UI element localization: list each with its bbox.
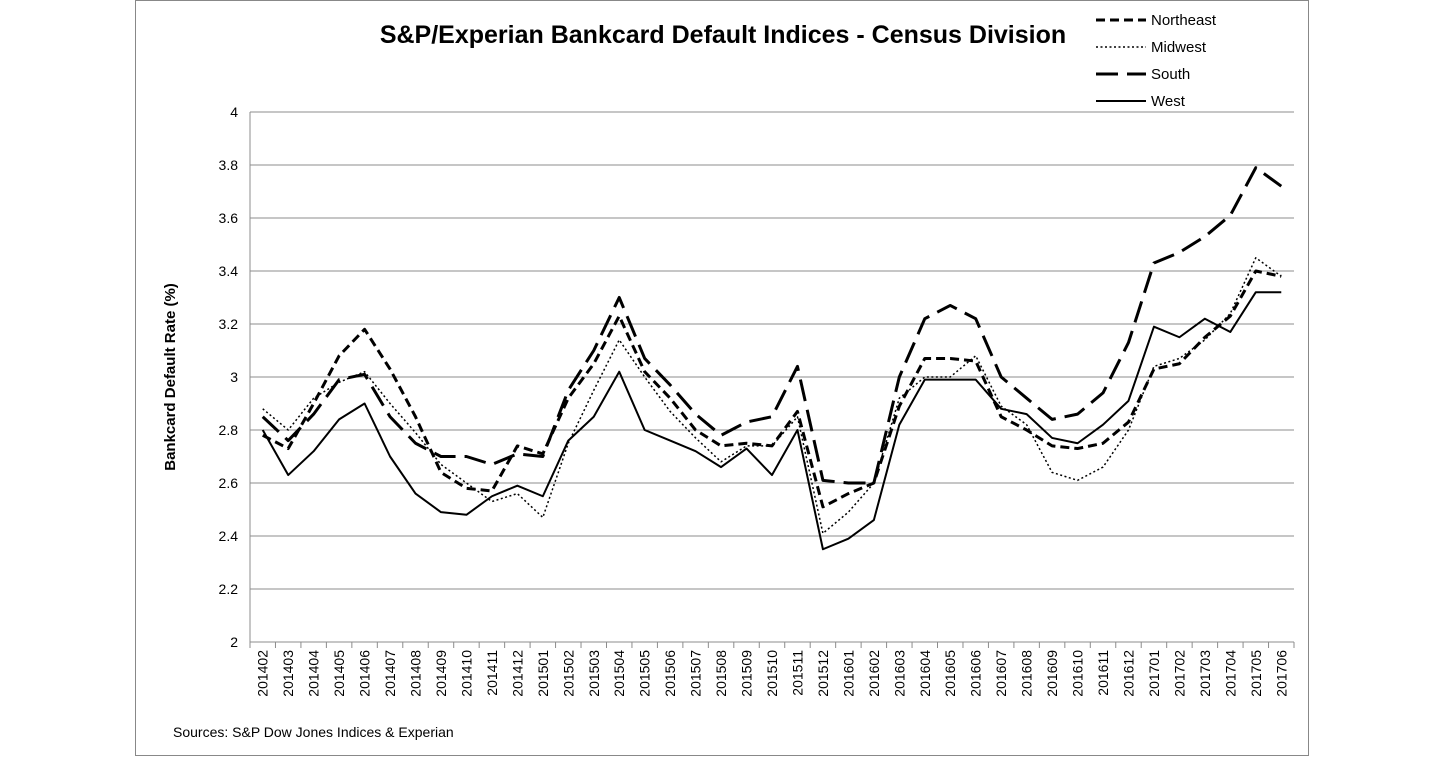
x-tick-label: 201408: [408, 650, 424, 697]
x-tick-label: 201411: [484, 650, 500, 696]
x-tick-label: 201406: [357, 650, 373, 697]
x-tick-label: 201506: [662, 650, 678, 697]
x-tick-label: 201503: [586, 650, 602, 697]
y-tick-label: 3.2: [219, 316, 239, 332]
x-tick-label: 201607: [993, 650, 1009, 697]
gridlines: [250, 111, 1294, 643]
x-tick-label: 201603: [891, 650, 907, 697]
y-tick-label: 2.2: [219, 581, 239, 597]
x-tick-label: 201504: [611, 650, 627, 697]
legend-label-south: South: [1151, 66, 1190, 83]
y-tick-label: 4: [230, 104, 238, 120]
legend-label-west: West: [1151, 93, 1186, 110]
chart-frame: S&P/Experian Bankcard Default Indices - …: [135, 0, 1309, 756]
x-tick-label: 201610: [1070, 650, 1086, 697]
x-tick-label: 201403: [280, 650, 296, 697]
x-tick-label: 201702: [1171, 650, 1187, 697]
x-tick-label: 201501: [535, 650, 551, 697]
legend: Northeast Midwest South West: [1096, 12, 1217, 110]
legend-label-midwest: Midwest: [1151, 39, 1207, 56]
x-tick-label: 201407: [382, 650, 398, 697]
legend-label-northeast: Northeast: [1151, 12, 1217, 29]
axes: 2 2.2 2.4 2.6 2.8 3 3.2 3.4 3.6 3.8 4 201402 201403 2…: [219, 104, 1295, 697]
y-tick-label: 3: [230, 369, 238, 385]
x-tick-label: 201608: [1019, 650, 1035, 697]
x-tick-label: 201706: [1273, 650, 1289, 697]
x-tick-label: 201611: [1095, 650, 1111, 696]
x-tick-label: 201606: [968, 650, 984, 697]
x-tick-label: 201602: [866, 650, 882, 697]
x-tick-label: 201409: [433, 650, 449, 697]
series-line-south: [261, 166, 1283, 485]
y-tick-label: 3.8: [219, 157, 239, 173]
series-line-northeast: [262, 269, 1282, 509]
x-tick-label: 201402: [255, 650, 271, 697]
x-tick-label: 201705: [1248, 650, 1264, 697]
x-tick-label: 201605: [942, 650, 958, 697]
x-tick-label: 201509: [739, 650, 755, 697]
series-line-west: [261, 291, 1282, 551]
y-tick-label: 2.8: [219, 422, 239, 438]
x-tick-label: 201703: [1197, 650, 1213, 697]
series-line-midwest: [262, 257, 1282, 535]
series-lines: [261, 166, 1283, 551]
y-tick-label: 2: [230, 634, 238, 650]
y-tick-label: 2.4: [219, 528, 239, 544]
x-tick-label: 201412: [509, 650, 525, 697]
x-tick-label: 201410: [458, 650, 474, 697]
y-tick-label: 2.6: [219, 475, 239, 491]
x-tick-label: 201609: [1044, 650, 1060, 697]
x-tick-label: 201512: [815, 650, 831, 697]
x-tick-label: 201604: [917, 650, 933, 697]
x-tick-label: 201404: [306, 650, 322, 697]
x-tick-label: 201601: [840, 650, 856, 697]
x-tick-label: 201502: [560, 650, 576, 697]
chart-canvas: S&P/Experian Bankcard Default Indices - …: [162, 12, 1295, 740]
source-note: Sources: S&P Dow Jones Indices & Experia…: [173, 724, 454, 740]
x-tick-label: 201508: [713, 650, 729, 697]
chart-title: S&P/Experian Bankcard Default Indices - …: [380, 21, 1066, 49]
x-tick-label: 201511: [789, 650, 805, 696]
x-tick-label: 201704: [1222, 650, 1238, 697]
x-tick-label: 201612: [1120, 650, 1136, 697]
y-tick-label: 3.4: [219, 263, 239, 279]
x-tick-label: 201701: [1146, 650, 1162, 697]
x-tick-label: 201510: [764, 650, 780, 697]
x-tick-label: 201507: [688, 650, 704, 697]
y-axis-label: Bankcard Default Rate (%): [162, 283, 179, 471]
x-tick-label: 201505: [637, 650, 653, 697]
x-tick-label: 201405: [331, 650, 347, 697]
y-tick-label: 3.6: [219, 210, 239, 226]
